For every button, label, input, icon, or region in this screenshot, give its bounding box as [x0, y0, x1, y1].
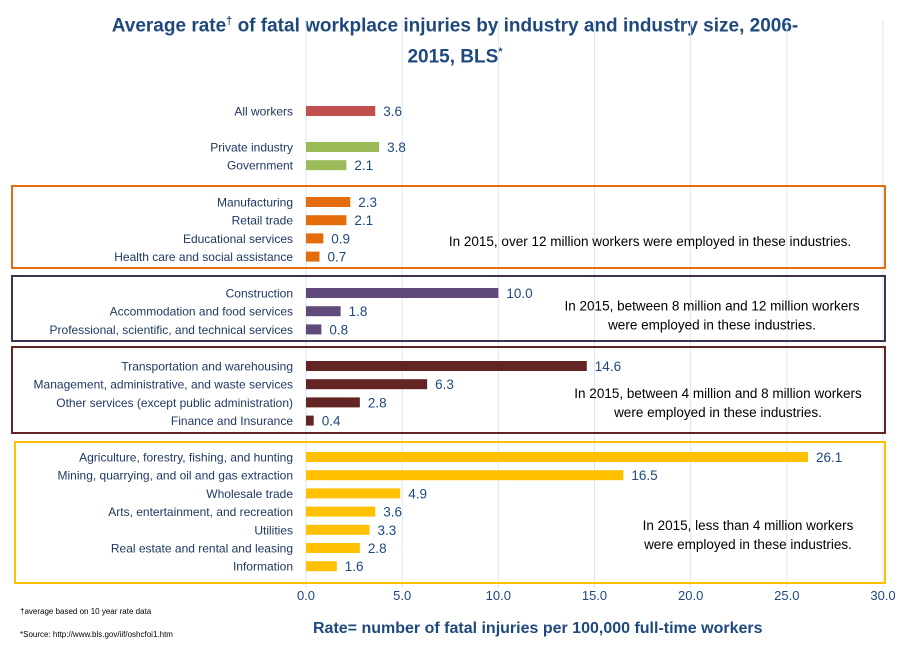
- category-label: Finance and Insurance: [171, 414, 293, 428]
- group-annotation: were employed in these industries.: [613, 405, 822, 420]
- data-label: 0.7: [327, 250, 346, 265]
- group-box: [11, 275, 886, 342]
- title-line2: 2015, BLS: [407, 46, 499, 68]
- data-label: 2.1: [354, 158, 373, 173]
- category-label: Agriculture, forestry, fishing, and hunt…: [79, 451, 293, 465]
- data-label: 10.0: [506, 286, 532, 301]
- bar: [306, 561, 337, 572]
- category-label: Educational services: [183, 232, 293, 246]
- category-label: Construction: [226, 287, 293, 301]
- category-label: Professional, scientific, and technical …: [50, 323, 293, 337]
- data-label: 3.6: [383, 505, 402, 520]
- category-label: Health care and social assistance: [114, 250, 293, 264]
- category-label: Mining, quarrying, and oil and gas extra…: [58, 469, 293, 483]
- x-tick-label: 20.0: [678, 588, 703, 603]
- data-label: 2.1: [354, 213, 373, 228]
- x-tick-label: 15.0: [582, 588, 607, 603]
- data-label: 14.6: [595, 359, 621, 374]
- group-box: [14, 441, 886, 584]
- data-label: 4.9: [408, 486, 427, 501]
- bar: [306, 324, 322, 335]
- data-label: 2.8: [368, 395, 387, 410]
- category-label: Management, administrative, and waste se…: [34, 378, 293, 392]
- title-dagger: †: [226, 15, 233, 27]
- bar: [306, 379, 428, 390]
- category-label: Information: [233, 560, 293, 574]
- data-label: 6.3: [435, 377, 454, 392]
- data-label: 3.3: [377, 523, 396, 538]
- category-label: Private industry: [210, 141, 293, 155]
- x-tick-label: 10.0: [486, 588, 511, 603]
- data-label: 2.3: [358, 195, 377, 210]
- title-rest: of fatal workplace injuries by industry …: [232, 15, 799, 37]
- bar: [306, 543, 360, 553]
- data-label: 3.8: [387, 140, 406, 155]
- x-axis-label: Rate= number of fatal injuries per 100,0…: [313, 620, 763, 637]
- bar: [306, 415, 314, 426]
- bar: [306, 306, 341, 317]
- bar: [306, 488, 401, 499]
- bar: [306, 470, 624, 481]
- data-label: 1.6: [345, 559, 364, 574]
- title-star: *: [498, 46, 503, 59]
- bar: [306, 215, 347, 226]
- bar: [306, 106, 376, 116]
- category-label: Government: [227, 159, 294, 173]
- title-main: Average rate: [111, 15, 227, 37]
- category-label: Real estate and rental and leasing: [111, 542, 293, 556]
- x-tick-label: 25.0: [774, 588, 799, 603]
- footnote-dagger: †average based on 10 year rate data: [20, 607, 152, 616]
- bar: [306, 251, 320, 262]
- bar: [306, 506, 376, 517]
- bar: [306, 524, 370, 535]
- bar: [306, 160, 347, 171]
- category-label: Retail trade: [232, 214, 294, 228]
- data-label: 1.8: [349, 304, 368, 319]
- data-label: 3.6: [383, 104, 402, 119]
- category-label: Arts, entertainment, and recreation: [108, 505, 293, 519]
- data-label: 0.9: [331, 231, 350, 246]
- bar: [306, 197, 351, 207]
- category-label: Manufacturing: [217, 196, 293, 210]
- group-box: [11, 346, 886, 434]
- data-label: 0.8: [329, 322, 348, 337]
- data-label: 26.1: [816, 450, 842, 465]
- x-tick-label: 30.0: [870, 588, 895, 603]
- group-annotation: In 2015, over 12 million workers were em…: [449, 234, 851, 249]
- category-label: Accommodation and food services: [110, 305, 293, 319]
- category-label: All workers: [234, 105, 293, 119]
- chart-title: Average rate† of fatal workplace injurie…: [10, 8, 900, 71]
- bar: [306, 452, 808, 462]
- data-label: 16.5: [631, 468, 657, 483]
- bar: [306, 361, 587, 371]
- bar: [306, 288, 499, 298]
- group-annotation: were employed in these industries.: [643, 537, 852, 552]
- data-label: 0.4: [322, 414, 341, 429]
- x-tick-label: 0.0: [297, 588, 315, 603]
- group-annotation: were employed in these industries.: [607, 318, 816, 333]
- group-annotation: In 2015, between 4 million and 8 million…: [574, 386, 862, 401]
- x-tick-label: 5.0: [393, 588, 411, 603]
- category-label: Other services (except public administra…: [56, 396, 293, 410]
- footnote-source: *Source: http://www.bls.gov/iif/oshcfoi1…: [20, 630, 173, 639]
- group-annotation: In 2015, less than 4 million workers: [643, 518, 854, 533]
- category-label: Transportation and warehousing: [121, 360, 293, 374]
- group-box: [11, 185, 886, 269]
- category-label: Utilities: [254, 523, 293, 537]
- bar: [306, 397, 360, 408]
- group-annotation: In 2015, between 8 million and 12 millio…: [565, 299, 860, 314]
- bar: [306, 233, 324, 244]
- category-label: Wholesale trade: [206, 487, 293, 501]
- bar: [306, 142, 380, 152]
- data-label: 2.8: [368, 541, 387, 556]
